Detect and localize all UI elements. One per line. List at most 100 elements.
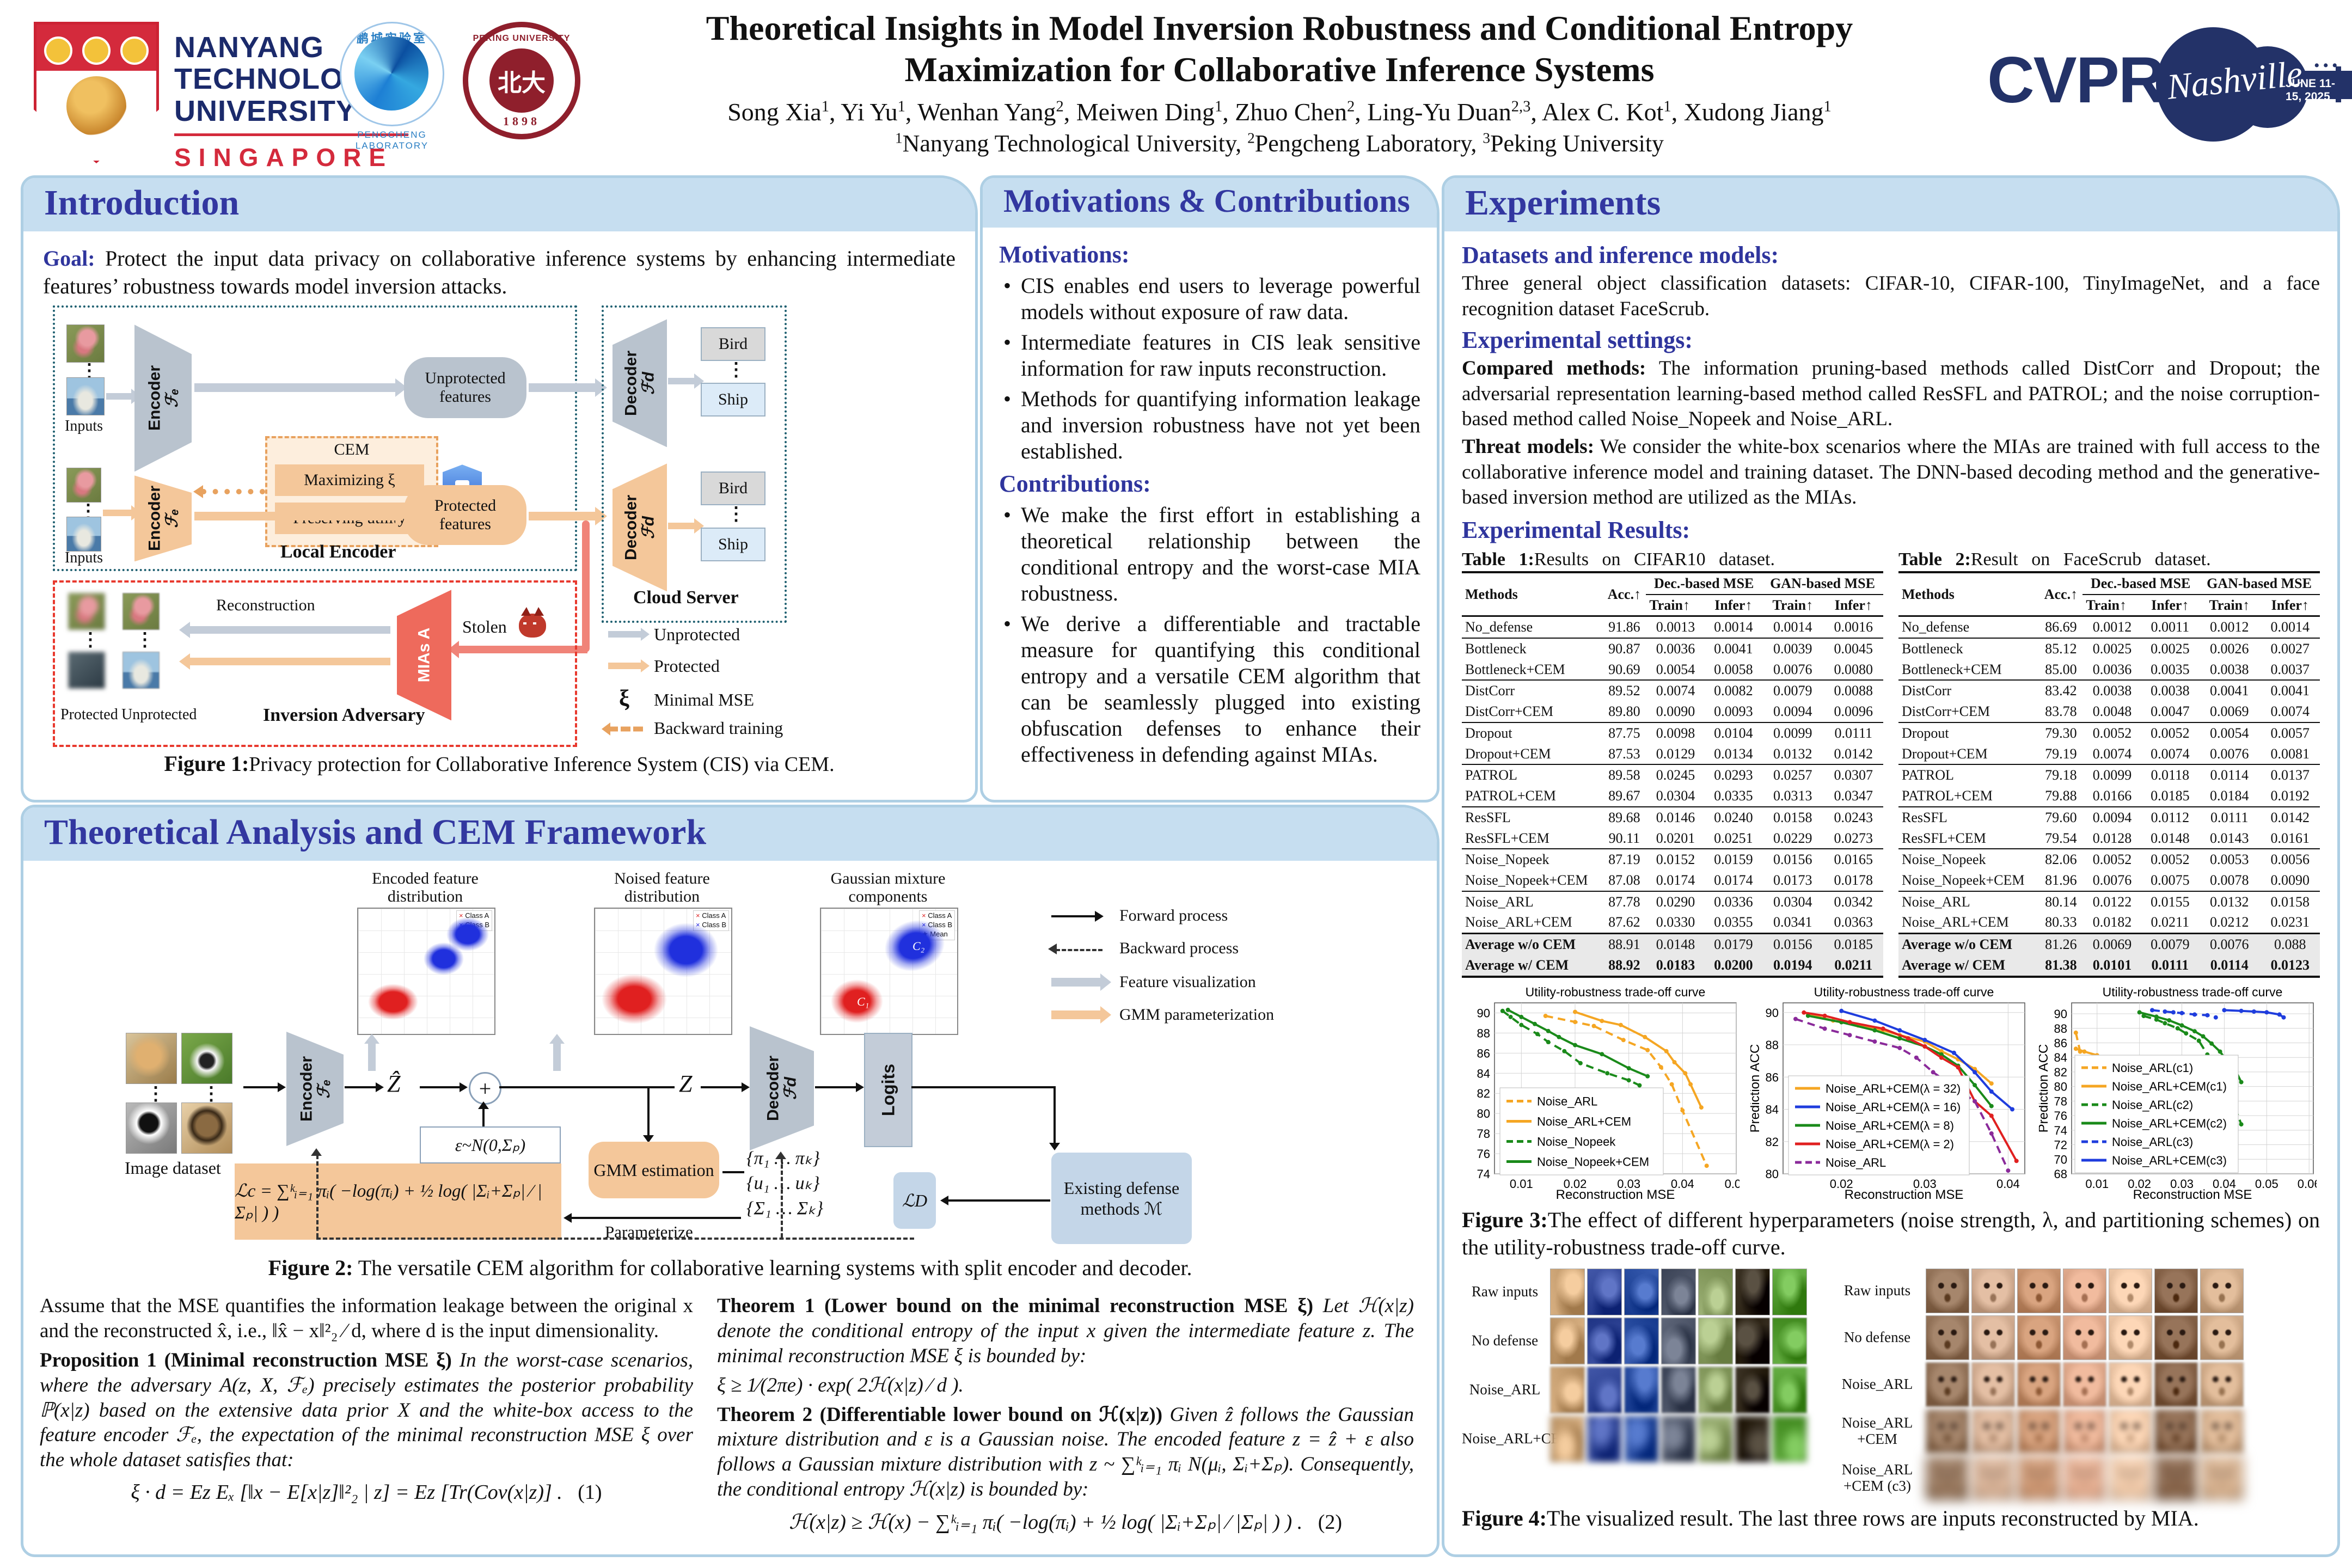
table-cell: 0.0048 bbox=[2092, 703, 2132, 720]
svg-text:Noise_ARL+CEM(c2): Noise_ARL+CEM(c2) bbox=[2112, 1117, 2227, 1130]
reconstruction-arrow-grey bbox=[179, 622, 390, 639]
scatter-noised-features: × Class A× Class B bbox=[594, 908, 732, 1035]
figure4-grid-row: Noise_ARL+CEM bbox=[1462, 1415, 1807, 1462]
figure4-image-cell bbox=[1661, 1415, 1696, 1462]
zhat-label: Ẑ bbox=[387, 1070, 401, 1097]
figure4-image-cell bbox=[2200, 1455, 2244, 1500]
figure4-image-cell bbox=[2109, 1455, 2152, 1500]
stolen-label: Stolen bbox=[462, 617, 507, 637]
table-row: Bottleneck+CEM 85.00 0.0036 0.0035 0.0038 0.0… bbox=[1898, 659, 2320, 681]
table-cell: 0.0185 bbox=[1823, 933, 1883, 955]
scatter-encoded-features: × Class A× Class B bbox=[357, 908, 495, 1035]
figure4-image-cell bbox=[1772, 1317, 1807, 1364]
table-cell: 0.0038 bbox=[2082, 679, 2142, 702]
figure4-image-cell bbox=[1971, 1362, 2015, 1407]
contributions-title: Contributions: bbox=[999, 470, 1151, 497]
table-row: PATROL 89.58 0.0245 0.0293 0.0257 0.0307 bbox=[1462, 764, 1883, 786]
svg-text:90: 90 bbox=[1766, 1006, 1779, 1019]
encoder-trapezoid: Encoder ℱₑ bbox=[286, 1032, 344, 1146]
svg-text:68: 68 bbox=[2054, 1167, 2067, 1181]
table-cell: 0.0194 bbox=[1773, 957, 1812, 973]
arrow-head-left bbox=[564, 1213, 572, 1223]
section-theory: Theoretical Analysis and CEM Framework E… bbox=[21, 805, 1440, 1557]
svg-text:86: 86 bbox=[1766, 1070, 1779, 1084]
table-cell: 0.0090 bbox=[1656, 703, 1695, 720]
table-cell: 0.0076 bbox=[2198, 933, 2261, 955]
proposition1: Proposition 1 (Minimal reconstruction MS… bbox=[40, 1349, 694, 1472]
figure4-image-cell bbox=[2017, 1408, 2061, 1454]
figure4-row-label: Noise_ARL+CEM bbox=[1462, 1430, 1573, 1447]
recon-image-protected bbox=[68, 593, 105, 630]
cvpr-logo: CVPR ••• Nashville JUNE 11-15, 2025 bbox=[1987, 16, 2352, 158]
svg-text:0.02: 0.02 bbox=[1830, 1177, 1853, 1191]
chart-partitioning: 0.01 0.02 0.03 0.04 0.05 0.06 6870727476788082… bbox=[2036, 985, 2321, 1204]
svg-text:Noise_ARL+CEM(c1): Noise_ARL+CEM(c1) bbox=[2112, 1080, 2227, 1093]
table-cell: 0.0243 bbox=[1823, 806, 1883, 828]
table-cell: 87.53 bbox=[1608, 745, 1640, 762]
encoder-grey-trapezoid: Encoder ℱₑ bbox=[134, 324, 192, 472]
col-gan: GAN-based MSE bbox=[2198, 572, 2320, 595]
equation-2: ℋ(x|z) ≥ ℋ(x) − ∑ᵏᵢ₌₁ πᵢ( −log(πᵢ) + ½ l… bbox=[788, 1511, 1343, 1534]
table-cell: 0.0129 bbox=[1656, 745, 1695, 762]
class-bird-box: Bird bbox=[701, 471, 765, 506]
svg-text:90: 90 bbox=[1477, 1006, 1490, 1020]
table-row: Dropout+CEM 87.53 0.0129 0.0134 0.0132 0.0142 bbox=[1462, 744, 1883, 765]
vertical-ellipsis-icon bbox=[727, 503, 745, 525]
flow-arrow bbox=[668, 518, 704, 534]
svg-text:Noise_ARL+CEM(λ = 8): Noise_ARL+CEM(λ = 8) bbox=[1826, 1119, 1954, 1132]
table-cell: 0.0152 bbox=[1646, 848, 1705, 870]
col-sub: Train↑ bbox=[1772, 597, 1814, 613]
peking-ring-icon: PEKING UNIVERSITY 北大 1898 bbox=[463, 22, 580, 139]
scatter3-title: Gaussian mixture components bbox=[830, 869, 946, 905]
z-label: Z bbox=[679, 1070, 693, 1097]
legend-featviz-arrow bbox=[1051, 973, 1111, 991]
table-cell: 0.0025 bbox=[2141, 638, 2199, 659]
svg-text:0.03: 0.03 bbox=[1913, 1177, 1937, 1191]
table-row: No_defense 91.86 0.0013 0.0014 0.0014 0.0016 bbox=[1462, 615, 1883, 639]
figure4-image-cell bbox=[2200, 1408, 2244, 1454]
figure4-image-cell bbox=[1772, 1366, 1807, 1413]
table-cell: Bottleneck+CEM bbox=[1465, 661, 1565, 677]
table-avg-row: Average w/o CEM 88.91 0.0148 0.0179 0.0156 0.… bbox=[1462, 933, 1883, 955]
table-cell: 0.0111 bbox=[2151, 957, 2189, 973]
legend-forward-line bbox=[1051, 915, 1100, 917]
local-encoder-box bbox=[53, 305, 577, 572]
existing-defense-box: Existing defense methods ℳ bbox=[1051, 1153, 1192, 1244]
legend-minmse-label: Minimal MSE bbox=[654, 690, 755, 710]
svg-text:90: 90 bbox=[2054, 1007, 2067, 1021]
figure4-image-cell bbox=[2109, 1362, 2152, 1407]
col-sub: Infer↑ bbox=[1714, 597, 1753, 613]
table-row: ResSFL+CEM 90.11 0.0201 0.0251 0.0229 0.0273 bbox=[1462, 828, 1883, 849]
table-cell: 87.08 bbox=[1608, 872, 1640, 888]
table-cell: 0.0161 bbox=[2270, 830, 2310, 846]
table-cell: 0.0128 bbox=[2092, 830, 2132, 846]
table-cell: 0.0111 bbox=[1823, 721, 1883, 744]
theory-paragraph: Assume that the MSE quantifies the infor… bbox=[40, 1295, 693, 1342]
table-cell: 0.0058 bbox=[1714, 661, 1753, 677]
table-cell: 0.0076 bbox=[2210, 745, 2249, 762]
table-cell: 0.0132 bbox=[1773, 745, 1812, 762]
flow-arrow bbox=[103, 505, 141, 521]
figure4-image-cell bbox=[1971, 1455, 2015, 1500]
datasets-title: Datasets and inference models: bbox=[1462, 242, 1779, 268]
cloud-server-box bbox=[602, 305, 787, 623]
legend-unprotected-arrow bbox=[608, 628, 650, 641]
figure4-image-cell bbox=[2017, 1455, 2061, 1500]
ar bbox=[701, 1086, 746, 1088]
protected-label: Protected bbox=[60, 706, 118, 724]
figure4-image-cell bbox=[2154, 1408, 2198, 1454]
peking-en: PEKING UNIVERSITY bbox=[473, 34, 571, 43]
legend-featviz-label: Feature visualization bbox=[1119, 973, 1256, 991]
svg-text:74: 74 bbox=[2054, 1123, 2067, 1137]
ar bbox=[1054, 1086, 1056, 1145]
table-cell: 0.0159 bbox=[1705, 848, 1762, 870]
table-row: No_defense 86.69 0.0012 0.0011 0.0012 0.0014 bbox=[1898, 615, 2320, 639]
table-cell: ResSFL bbox=[1898, 806, 2039, 828]
table-cell: 0.0122 bbox=[2082, 890, 2142, 912]
svg-text:Reconstruction MSE: Reconstruction MSE bbox=[1845, 1187, 1964, 1202]
table-row: Noise_Nopeek+CEM 81.96 0.0076 0.0075 0.0078 0… bbox=[1898, 870, 2320, 891]
col-methods: Methods bbox=[1465, 586, 1518, 602]
figure4-grid-row: No defense bbox=[1462, 1317, 1807, 1364]
tables-row: Table 1:Results on CIFAR10 dataset. Meth… bbox=[1462, 549, 2320, 978]
